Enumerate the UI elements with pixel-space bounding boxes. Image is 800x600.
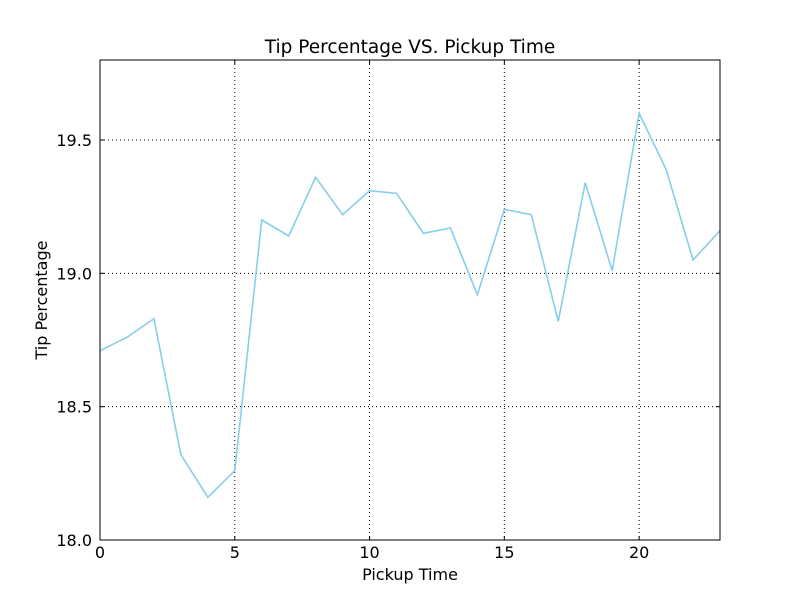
y-tick-label: 18.5 bbox=[56, 398, 92, 417]
x-axis: 0 5 10 15 20 bbox=[95, 60, 649, 562]
x-tick-label: 5 bbox=[230, 543, 240, 562]
chart-title: Tip Percentage VS. Pickup Time bbox=[264, 37, 555, 58]
x-tick-label: 0 bbox=[95, 543, 105, 562]
x-axis-label: Pickup Time bbox=[362, 565, 458, 584]
y-axis-label: Tip Percentage bbox=[32, 241, 51, 361]
series-layer bbox=[99, 110, 721, 499]
plot-frame bbox=[99, 59, 721, 541]
y-axis: 18.0 18.5 19.0 19.5 bbox=[56, 131, 720, 550]
x-tick-label: 20 bbox=[629, 543, 649, 562]
series-line bbox=[99, 110, 721, 499]
y-tick-label: 19.0 bbox=[56, 264, 92, 283]
y-tick-label: 18.0 bbox=[56, 531, 92, 550]
x-tick-label: 10 bbox=[359, 543, 379, 562]
grid bbox=[100, 60, 720, 540]
x-tick-label: 15 bbox=[494, 543, 514, 562]
y-tick-label: 19.5 bbox=[56, 131, 92, 150]
